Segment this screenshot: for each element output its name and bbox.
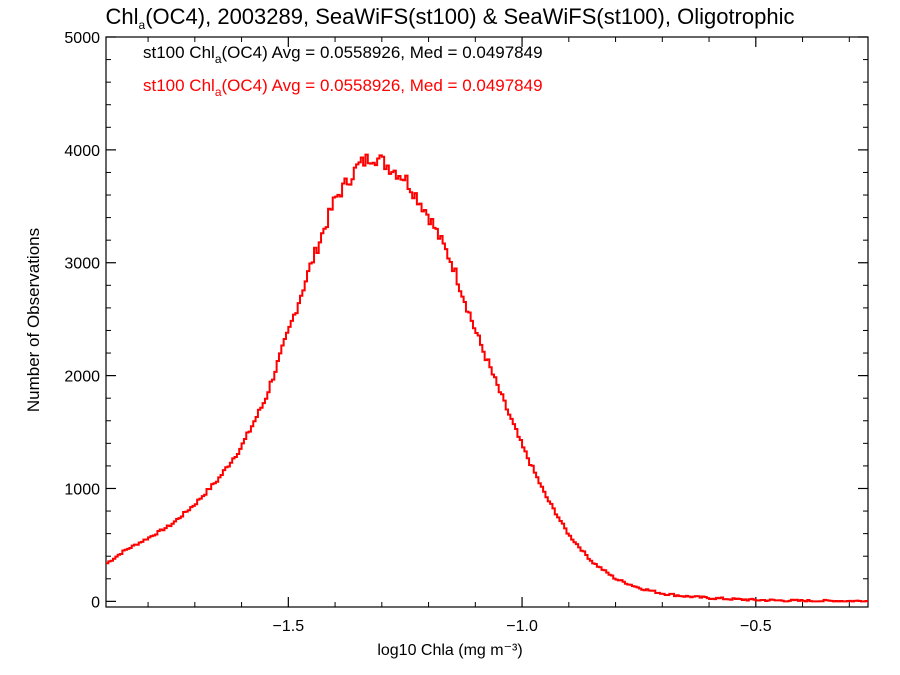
y-tick-label: 4000 — [64, 143, 100, 160]
y-axis-label: Number of Observations — [24, 227, 43, 413]
chart-title: Chla(OC4), 2003289, SeaWiFS(st100) & Sea… — [105, 4, 795, 32]
x-axis-label: log10 Chla (mg m⁻³) — [377, 642, 523, 659]
x-tick-label: −1.0 — [506, 618, 538, 635]
y-tick-label: 0 — [91, 594, 100, 611]
y-tick-label: 5000 — [64, 30, 100, 47]
x-tick-label: −1.5 — [273, 618, 305, 635]
x-tick-label: −0.5 — [740, 618, 772, 635]
y-tick-label: 1000 — [64, 481, 100, 498]
legend-entry-black: st100 Chla(OC4) Avg = 0.0558926, Med = 0… — [143, 43, 543, 66]
y-tick-label: 3000 — [64, 256, 100, 273]
histogram-series-line — [106, 153, 868, 603]
legend-entry-red: st100 Chla(OC4) Avg = 0.0558926, Med = 0… — [143, 76, 543, 99]
y-tick-label: 2000 — [64, 369, 100, 386]
plot-frame — [105, 36, 869, 608]
